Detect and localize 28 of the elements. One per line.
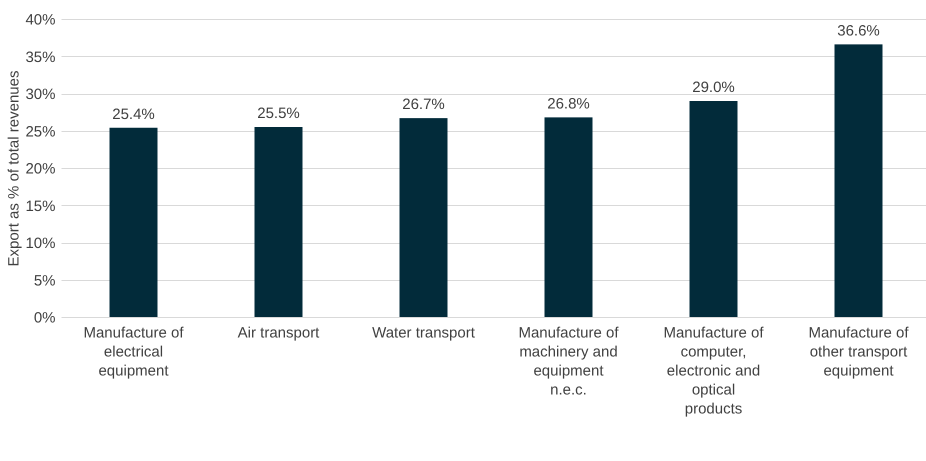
y-tick-label: 25% bbox=[25, 123, 56, 140]
y-tick-label: 15% bbox=[25, 198, 56, 215]
bar bbox=[254, 127, 302, 317]
x-tick-label: Water transport bbox=[372, 324, 476, 342]
y-tick-label: 40% bbox=[25, 12, 56, 28]
y-tick-label: 0% bbox=[34, 310, 56, 326]
y-tick-label: 20% bbox=[25, 160, 56, 178]
y-tick-label: 5% bbox=[34, 272, 56, 290]
bar bbox=[834, 44, 882, 317]
data-label: 36.6% bbox=[837, 22, 880, 40]
data-label: 26.8% bbox=[547, 95, 590, 112]
bar bbox=[400, 118, 448, 317]
y-tick-label: 10% bbox=[25, 235, 56, 252]
data-label: 25.5% bbox=[257, 105, 300, 122]
bar bbox=[544, 117, 592, 317]
y-tick-label: 30% bbox=[25, 86, 56, 103]
y-tick-label: 35% bbox=[25, 48, 56, 66]
bar bbox=[110, 128, 158, 317]
data-label: 29.0% bbox=[692, 78, 735, 96]
x-tick-label: Manufacture of electrical equipment bbox=[83, 324, 184, 380]
x-tick-label: Manufacture of computer, electronic and optical products bbox=[663, 324, 764, 418]
x-tick-label: Air transport bbox=[238, 324, 320, 342]
data-label: 25.4% bbox=[112, 106, 155, 123]
y-axis-title: Export as % of total revenues bbox=[5, 70, 22, 266]
x-tick-label: Manufacture of other transport equipment bbox=[808, 324, 910, 380]
x-tick-label: Manufacture of machinery and equipment n.e.c. bbox=[518, 324, 620, 398]
data-label: 26.7% bbox=[402, 96, 445, 114]
bar bbox=[690, 100, 738, 317]
